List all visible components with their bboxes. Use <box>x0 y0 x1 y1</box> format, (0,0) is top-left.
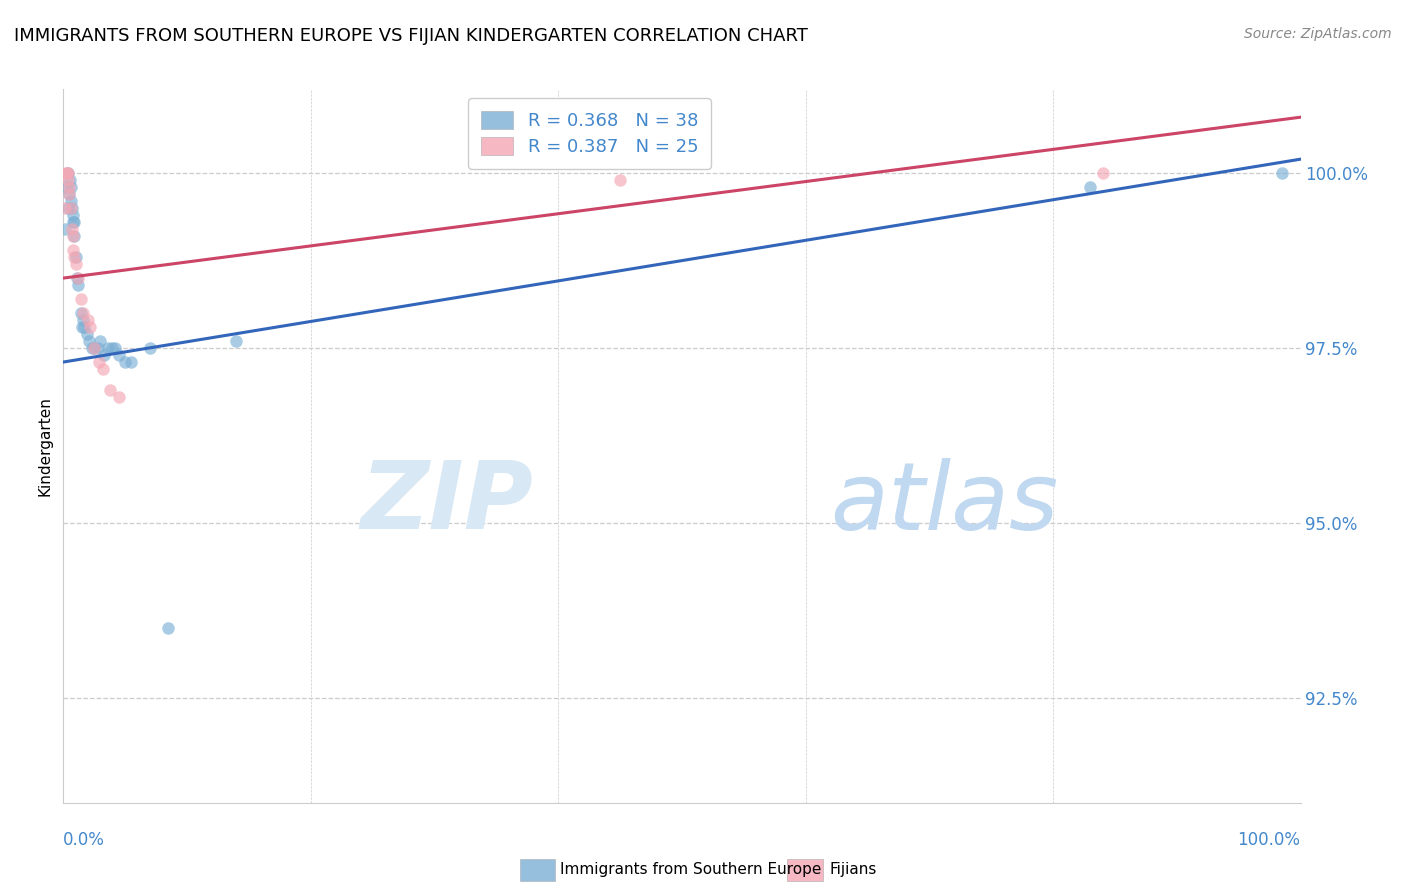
Point <box>83 341 105 355</box>
Point <box>100 341 122 355</box>
Text: 100.0%: 100.0% <box>1237 831 1301 849</box>
Point <box>139 341 162 355</box>
Point <box>53 222 76 236</box>
Point <box>58 187 80 202</box>
Point <box>98 383 121 397</box>
Point <box>60 201 83 215</box>
Point <box>55 166 77 180</box>
Text: ZIP: ZIP <box>360 457 533 549</box>
Point <box>59 180 82 194</box>
Point <box>108 390 131 404</box>
Point <box>83 341 105 355</box>
Point <box>104 341 127 355</box>
Point <box>63 229 86 244</box>
Point <box>77 334 100 348</box>
Text: Source: ZipAtlas.com: Source: ZipAtlas.com <box>1244 27 1392 41</box>
Point <box>77 313 100 327</box>
Point <box>56 166 79 180</box>
Point <box>62 215 84 229</box>
Point <box>62 208 84 222</box>
Point <box>72 313 94 327</box>
Point <box>60 222 83 236</box>
Point <box>89 355 111 369</box>
Point <box>58 166 80 180</box>
Point <box>56 201 79 215</box>
Point <box>79 320 101 334</box>
Point <box>108 348 131 362</box>
Point <box>1091 166 1114 180</box>
Y-axis label: Kindergarten: Kindergarten <box>37 396 52 496</box>
Text: Fijians: Fijians <box>830 863 877 877</box>
Legend: R = 0.368   N = 38, R = 0.387   N = 25: R = 0.368 N = 38, R = 0.387 N = 25 <box>468 98 711 169</box>
Point <box>59 173 82 187</box>
Point <box>58 166 80 180</box>
Point <box>55 180 77 194</box>
Point <box>120 355 142 369</box>
Point <box>67 271 90 285</box>
Point <box>73 320 96 334</box>
Point <box>63 250 86 264</box>
Point <box>70 320 93 334</box>
Point <box>58 180 80 194</box>
Text: 0.0%: 0.0% <box>63 831 105 849</box>
Point <box>67 278 90 293</box>
Point <box>157 621 180 635</box>
Point <box>69 306 91 320</box>
Point <box>62 229 84 244</box>
Point <box>69 292 91 306</box>
Point <box>89 334 111 348</box>
Point <box>53 201 76 215</box>
Point <box>225 334 247 348</box>
Point <box>62 243 84 257</box>
Point <box>62 215 84 229</box>
Point <box>97 341 120 355</box>
Point <box>72 306 94 320</box>
Point <box>59 201 82 215</box>
Text: Immigrants from Southern Europe: Immigrants from Southern Europe <box>560 863 821 877</box>
Text: atlas: atlas <box>831 458 1059 549</box>
Point <box>80 341 103 355</box>
Point <box>76 327 98 342</box>
Point <box>87 341 110 355</box>
Point <box>56 173 79 187</box>
Point <box>1271 166 1294 180</box>
Point <box>66 271 89 285</box>
Point <box>65 250 87 264</box>
Point <box>65 257 87 271</box>
Point <box>609 173 631 187</box>
Point <box>1078 180 1101 194</box>
Point <box>60 194 83 208</box>
Point <box>91 362 114 376</box>
Point <box>114 355 136 369</box>
Point <box>93 348 115 362</box>
Point <box>58 187 80 202</box>
Text: IMMIGRANTS FROM SOUTHERN EUROPE VS FIJIAN KINDERGARTEN CORRELATION CHART: IMMIGRANTS FROM SOUTHERN EUROPE VS FIJIA… <box>14 27 808 45</box>
